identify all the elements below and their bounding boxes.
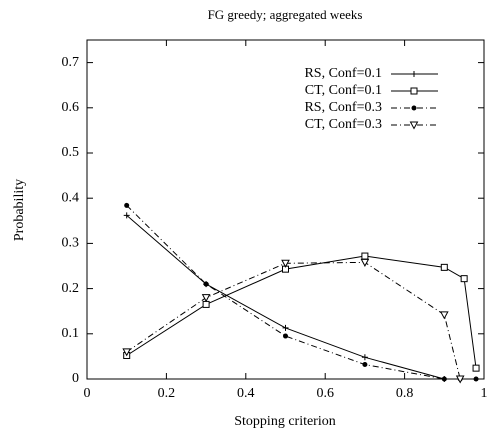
y-tick-label: 0.5 bbox=[62, 145, 80, 160]
y-axis-label: Probability bbox=[12, 179, 27, 241]
x-tick-label: 0.8 bbox=[396, 386, 414, 401]
series-line bbox=[126, 255, 477, 369]
marker bbox=[473, 376, 479, 382]
series-line bbox=[126, 261, 461, 380]
marker bbox=[472, 364, 480, 372]
y-tick-label: 0.6 bbox=[62, 100, 80, 115]
marker bbox=[201, 294, 211, 303]
y-tick-label: 0.4 bbox=[62, 190, 80, 205]
marker bbox=[124, 202, 130, 208]
legend-label: RS, Conf=0.1 bbox=[304, 66, 382, 81]
legend-label: CT, Conf=0.1 bbox=[305, 83, 382, 98]
y-tick-label: 0 bbox=[72, 371, 79, 386]
plot-frame bbox=[86, 39, 485, 380]
legend-label: CT, Conf=0.3 bbox=[305, 117, 382, 132]
marker bbox=[203, 281, 209, 287]
marker bbox=[361, 354, 368, 361]
legend-label: RS, Conf=0.3 bbox=[304, 100, 382, 115]
marker bbox=[122, 348, 132, 357]
y-tick-label: 0.3 bbox=[62, 236, 80, 251]
marker bbox=[281, 259, 290, 268]
marker bbox=[410, 87, 418, 95]
x-tick-label: 1 bbox=[481, 386, 487, 401]
series-line bbox=[126, 214, 445, 380]
marker bbox=[441, 376, 447, 382]
y-tick-label: 0.2 bbox=[62, 281, 80, 296]
marker bbox=[411, 71, 417, 77]
marker bbox=[361, 252, 369, 260]
series-line bbox=[126, 205, 477, 380]
y-tick-label: 0.7 bbox=[62, 55, 80, 70]
marker bbox=[411, 105, 417, 111]
marker bbox=[439, 311, 449, 320]
marker bbox=[362, 362, 368, 368]
marker bbox=[283, 333, 288, 339]
x-tick-label: 0.4 bbox=[237, 386, 255, 401]
marker bbox=[123, 212, 130, 219]
x-tick-label: 0.2 bbox=[158, 386, 176, 401]
marker bbox=[360, 258, 370, 267]
marker bbox=[282, 324, 289, 331]
x-tick-label: 0.6 bbox=[316, 386, 334, 401]
marker bbox=[440, 263, 448, 271]
marker bbox=[409, 121, 419, 130]
y-tick-label: 0.1 bbox=[62, 326, 80, 341]
chart-title: FG greedy; aggregated weeks bbox=[208, 7, 363, 22]
marker bbox=[460, 275, 468, 283]
x-axis-label: Stopping criterion bbox=[234, 414, 336, 429]
marker bbox=[455, 375, 465, 384]
x-tick-label: 0 bbox=[84, 386, 91, 401]
marker bbox=[202, 300, 210, 308]
